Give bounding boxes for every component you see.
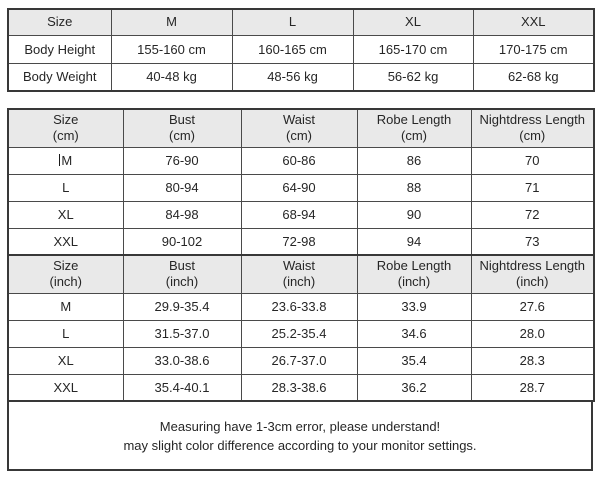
column-header: XL [352,8,474,36]
row-label-cell: XL [7,200,124,229]
row-label-cell: Body Height [7,34,112,64]
row-label-cell: XL [7,346,124,375]
row-label-cell: XXL [7,373,124,402]
table-row: XL 33.0-38.6 26.7-37.0 35.4 28.3 [7,346,595,375]
value-cell: 28.3-38.6 [240,373,358,402]
value-cell: 94 [356,227,472,256]
body-size-table: Size M L XL XXL Body Height 155-160 cm 160-165 … [7,8,595,92]
table-row: M 29.9-35.4 23.6-33.8 33.9 27.6 [7,292,595,321]
table-row: XXL 90-102 72-98 94 73 [7,227,595,256]
table-header-row: Size M L XL XXL [7,8,595,36]
table-row: XXL 35.4-40.1 28.3-38.6 36.2 28.7 [7,373,595,402]
row-label-cell: Body Weight [7,62,112,92]
row-label-cell: L [7,319,124,348]
value-cell: 35.4 [356,346,472,375]
value-cell: 90-102 [122,227,242,256]
table-row: Body Weight 40-48 kg 48-56 kg 56-62 kg 62-68… [7,62,595,92]
row-label-cell: M [7,292,124,321]
value-cell: 80-94 [122,173,242,202]
column-header: Bust (inch) [122,254,242,294]
row-label-cell: L [7,173,124,202]
value-cell: 72 [470,200,595,229]
value-cell: 33.0-38.6 [122,346,242,375]
column-header: Waist (inch) [240,254,358,294]
column-header: Robe Length (inch) [356,254,472,294]
column-header: M [110,8,233,36]
column-header: Nightdress Length (cm) [470,108,595,148]
column-header: Size [7,8,112,36]
column-header: Waist (cm) [240,108,358,148]
garment-size-cm-table: Size (cm) Bust (cm) Waist (cm) Robe Length (cm)… [7,108,595,256]
row-label-cell: M [7,146,124,175]
column-header: Nightdress Length (inch) [470,254,595,294]
table-row: M 76-90 60-86 86 70 [7,146,595,175]
table-header-row: Size (inch) Bust (inch) Waist (inch) Robe Leng… [7,254,595,294]
table-row: XL 84-98 68-94 90 72 [7,200,595,229]
table-row: L 31.5-37.0 25.2-35.4 34.6 28.0 [7,319,595,348]
value-cell: 155-160 cm [110,34,233,64]
column-header: Size (inch) [7,254,124,294]
value-cell: 40-48 kg [110,62,233,92]
value-cell: 68-94 [240,200,358,229]
value-cell: 70 [470,146,595,175]
value-cell: 56-62 kg [352,62,474,92]
table-row: Body Height 155-160 cm 160-165 cm 165-170 c… [7,34,595,64]
value-cell: 27.6 [470,292,595,321]
value-cell: 28.0 [470,319,595,348]
value-cell: 48-56 kg [231,62,354,92]
column-header: XXL [472,8,595,36]
value-cell: 29.9-35.4 [122,292,242,321]
value-cell: 36.2 [356,373,472,402]
value-cell: 31.5-37.0 [122,319,242,348]
column-header: Robe Length (cm) [356,108,472,148]
value-cell: 76-90 [122,146,242,175]
disclaimer-line2: may slight color difference according to… [123,437,477,453]
value-cell: 34.6 [356,319,472,348]
value-cell: 25.2-35.4 [240,319,358,348]
value-cell: 62-68 kg [472,62,595,92]
value-cell: 73 [470,227,595,256]
text-caret-icon [59,154,61,166]
value-cell: 60-86 [240,146,358,175]
disclaimer-line1: Measuring have 1-3cm error, please under… [159,418,441,434]
value-cell: 88 [356,173,472,202]
value-cell: 90 [356,200,472,229]
row-label-cell: XXL [7,227,124,256]
garment-size-inch-table: Size (inch) Bust (inch) Waist (inch) Robe Leng… [7,254,595,402]
value-cell: 170-175 cm [472,34,595,64]
table-row: L 80-94 64-90 88 71 [7,173,595,202]
value-cell: 84-98 [122,200,242,229]
value-cell: 86 [356,146,472,175]
value-cell: 28.7 [470,373,595,402]
disclaimer-note: Measuring have 1-3cm error, please under… [7,400,593,471]
value-cell: 26.7-37.0 [240,346,358,375]
column-header: Bust (cm) [122,108,242,148]
value-cell: 33.9 [356,292,472,321]
value-cell: 160-165 cm [231,34,354,64]
value-cell: 71 [470,173,595,202]
column-header: Size (cm) [7,108,124,148]
value-cell: 23.6-33.8 [240,292,358,321]
value-cell: 72-98 [240,227,358,256]
value-cell: 64-90 [240,173,358,202]
table-header-row: Size (cm) Bust (cm) Waist (cm) Robe Length (cm)… [7,108,595,148]
value-cell: 165-170 cm [352,34,474,64]
column-header: L [231,8,354,36]
value-cell: 35.4-40.1 [122,373,242,402]
size-chart-page: Size M L XL XXL Body Height 155-160 cm 160-165 … [7,8,595,471]
value-cell: 28.3 [470,346,595,375]
